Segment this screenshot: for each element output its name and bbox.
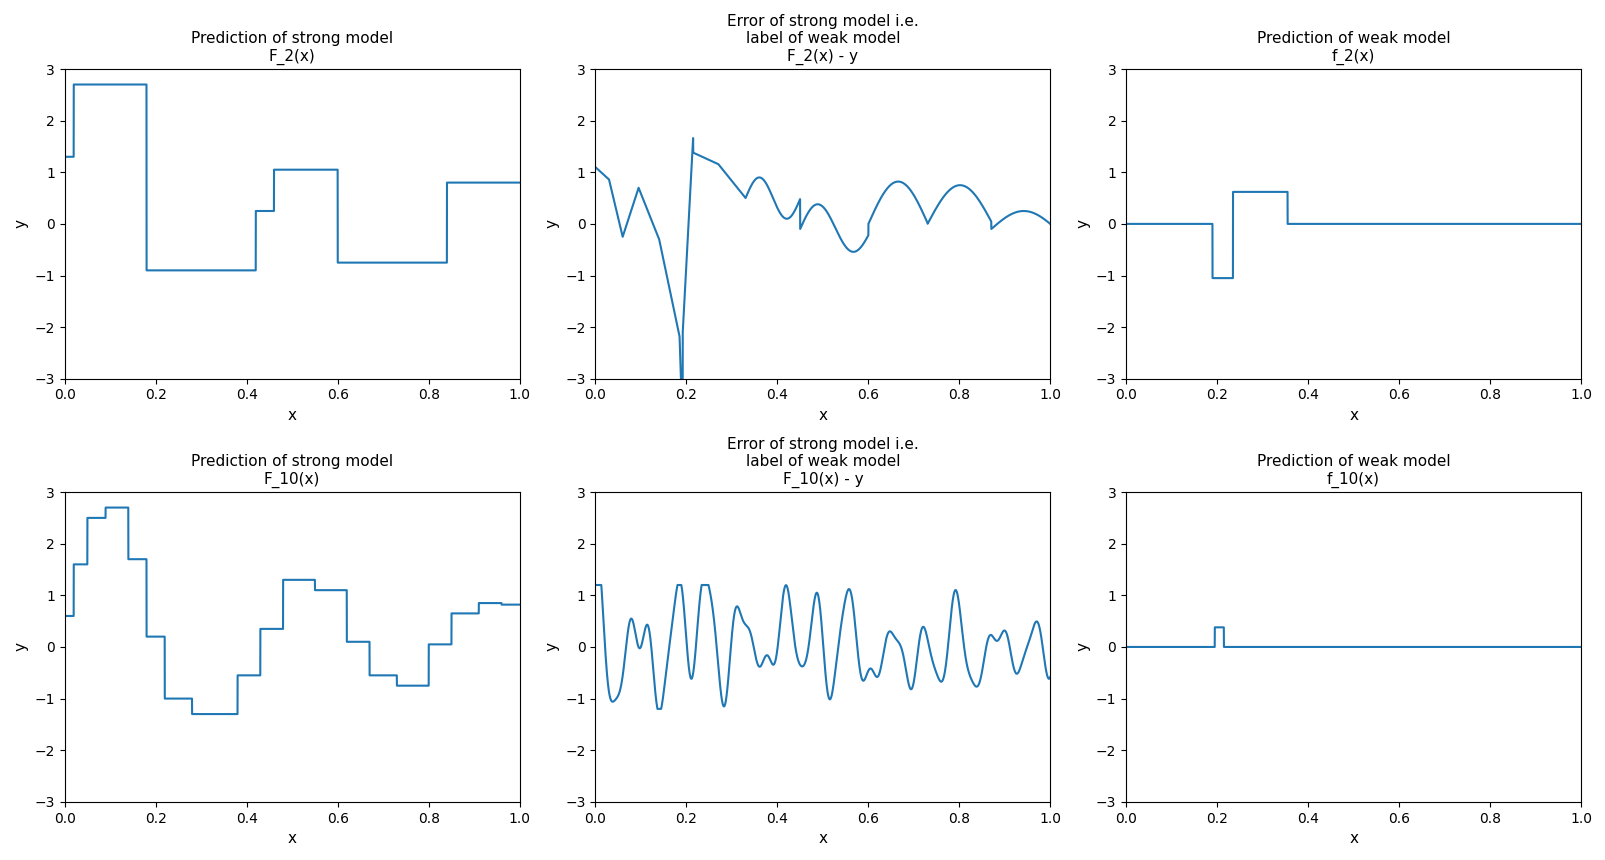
X-axis label: x: x — [819, 408, 827, 423]
X-axis label: x: x — [819, 831, 827, 846]
Title: Prediction of strong model
F_10(x): Prediction of strong model F_10(x) — [191, 454, 393, 488]
Title: Prediction of weak model
f_10(x): Prediction of weak model f_10(x) — [1257, 454, 1449, 488]
Y-axis label: y: y — [14, 219, 29, 229]
X-axis label: x: x — [287, 831, 297, 846]
Title: Error of strong model i.e.
label of weak model
F_2(x) - y: Error of strong model i.e. label of weak… — [727, 14, 918, 64]
X-axis label: x: x — [287, 408, 297, 423]
X-axis label: x: x — [1348, 831, 1358, 846]
Title: Prediction of weak model
f_2(x): Prediction of weak model f_2(x) — [1257, 31, 1449, 64]
Y-axis label: y: y — [1075, 219, 1090, 229]
Title: Prediction of strong model
F_2(x): Prediction of strong model F_2(x) — [191, 31, 393, 64]
Y-axis label: y: y — [544, 642, 559, 652]
Y-axis label: y: y — [14, 642, 29, 652]
X-axis label: x: x — [1348, 408, 1358, 423]
Y-axis label: y: y — [1075, 642, 1090, 652]
Title: Error of strong model i.e.
label of weak model
F_10(x) - y: Error of strong model i.e. label of weak… — [727, 437, 918, 488]
Y-axis label: y: y — [544, 219, 559, 229]
